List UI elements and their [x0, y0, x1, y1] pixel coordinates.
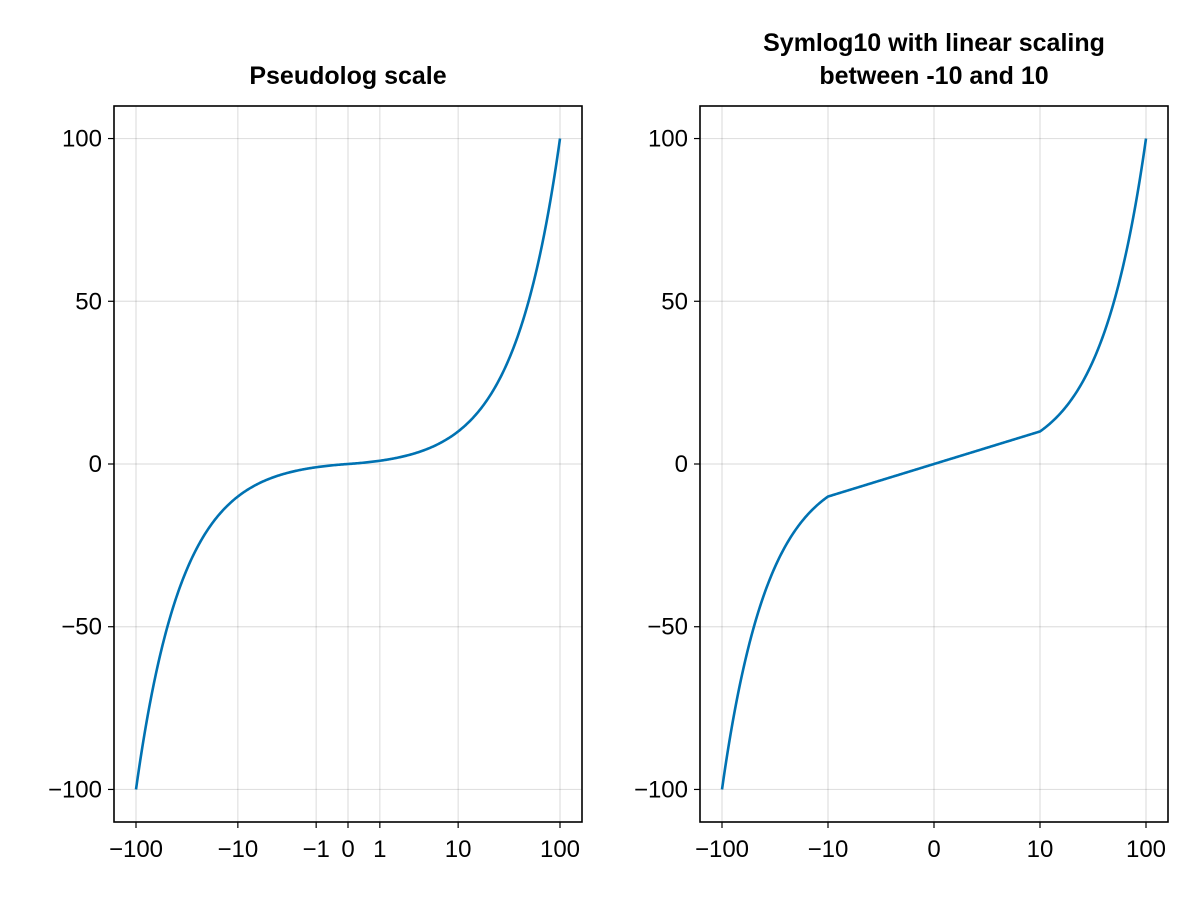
series-line [134, 138, 562, 790]
y-tick-label: 0 [89, 451, 102, 478]
series-line [720, 138, 1148, 790]
y-tick-label: −50 [647, 614, 688, 641]
chart-title: Symlog10 with linear scaling [763, 29, 1105, 57]
y-tick-label: 100 [648, 126, 688, 153]
y-tick-label: −100 [48, 776, 102, 803]
y-tick-label: −100 [634, 776, 688, 803]
x-tick-label: −100 [695, 836, 749, 863]
x-tick-label: 0 [927, 836, 940, 863]
x-tick-label: 100 [1126, 836, 1166, 863]
y-tick-label: 50 [75, 288, 102, 315]
x-tick-label: 1 [373, 836, 386, 863]
y-tick-label: 100 [62, 126, 102, 153]
x-tick-label: 10 [1027, 836, 1054, 863]
x-tick-label: 100 [540, 836, 580, 863]
x-tick-label: 0 [341, 836, 354, 863]
chart-title: Pseudolog scale [249, 62, 446, 90]
x-tick-label: −10 [808, 836, 849, 863]
x-tick-label: −100 [109, 836, 163, 863]
y-tick-label: −50 [61, 614, 102, 641]
chart-title: between -10 and 10 [819, 62, 1048, 90]
x-tick-label: −10 [217, 836, 258, 863]
x-tick-label: 10 [445, 836, 472, 863]
y-tick-label: 50 [661, 288, 688, 315]
y-tick-label: 0 [675, 451, 688, 478]
x-tick-label: −1 [302, 836, 329, 863]
